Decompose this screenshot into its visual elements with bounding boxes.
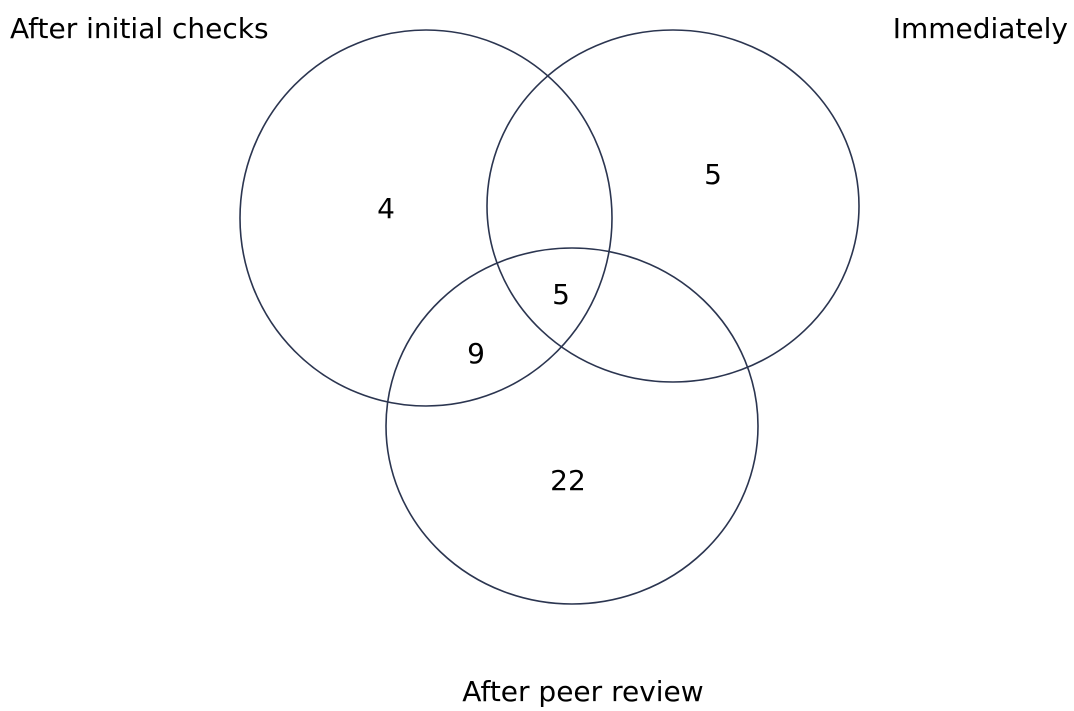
region-count: 9 — [467, 337, 485, 370]
set-label: Immediately — [893, 12, 1068, 45]
region-count: 22 — [550, 464, 586, 497]
set-label: After peer review — [462, 675, 703, 708]
set-circle — [486, 29, 860, 383]
region-count: 5 — [704, 158, 722, 191]
set-circle — [239, 29, 613, 407]
region-count: 5 — [552, 278, 570, 311]
region-count: 4 — [377, 192, 395, 225]
set-label: After initial checks — [10, 12, 269, 45]
set-circle — [385, 247, 759, 605]
